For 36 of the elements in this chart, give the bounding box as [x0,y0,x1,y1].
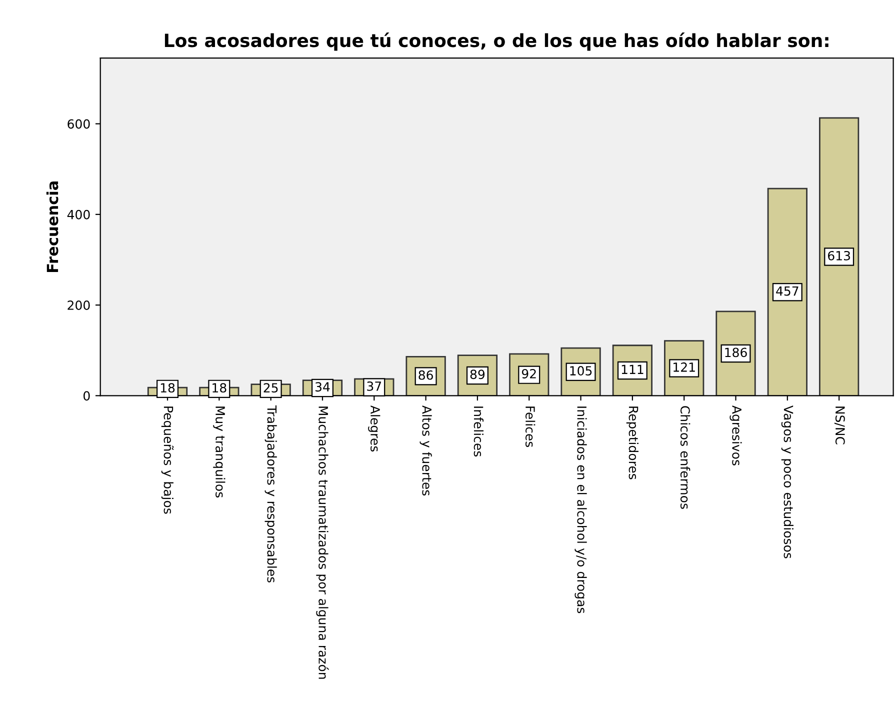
x-tick-label: Chicos enfermos [680,406,690,509]
x-tick-label: Infelices [474,406,484,457]
x-tick-label: Vagos y poco estudiosos [781,405,794,558]
data-label: 37 [367,381,382,391]
data-label: 92 [522,368,536,378]
y-tick-label: 600 [68,119,90,129]
x-tick-label: Altos y fuertes [420,405,432,496]
data-label: 121 [674,362,695,372]
x-tick-label: Repetidores [626,406,638,480]
y-tick-label: 400 [67,210,90,220]
x-tick-label: Iniciados en el alcohol y/o drogas [574,406,587,614]
data-label: 186 [725,348,747,358]
chart-title: Los acosadores que tú conoces, o de los que has oído hablar son: [164,32,828,51]
data-label: 18 [160,383,175,393]
x-tick-label: NS/NC [834,406,845,444]
data-label: 89 [470,370,485,380]
bar [819,117,860,396]
data-label: 86 [418,370,433,380]
x-tick-label: Pequeños y bajos [161,406,174,514]
bar [767,188,808,396]
data-label: 457 [776,286,798,296]
x-tick-label: Agresivos [730,405,742,466]
data-label: 613 [828,250,850,260]
x-tick-label: Muy tranquilos [213,406,226,498]
x-tick-label: Felices [525,406,536,447]
data-label: 105 [570,366,592,376]
x-tick-label: Muchachos traumatizados por alguna razón [316,406,329,679]
data-label: 18 [212,383,226,393]
data-label: 25 [264,383,278,393]
y-tick-label: 200 [68,300,90,310]
y-tick-label: 0 [84,391,90,401]
data-label: 111 [622,364,644,374]
data-label: 34 [315,382,330,392]
x-tick-label: Alegres [368,405,380,452]
x-tick-label: Trabajadores y responsables [264,405,277,582]
y-axis-title: Frecuencia [46,182,58,272]
